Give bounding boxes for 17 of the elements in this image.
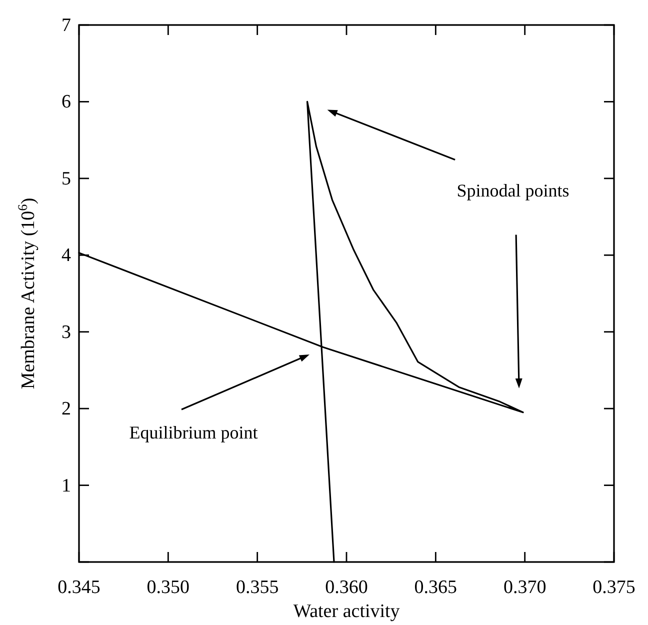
annotation: Equilibrium point xyxy=(129,422,258,442)
y-tick-label: 5 xyxy=(62,168,71,190)
x-tick-label: 0.355 xyxy=(236,577,279,598)
y-tick-label: 6 xyxy=(62,92,71,113)
x-tick-label: 0.370 xyxy=(503,577,546,598)
y-tick-label: 4 xyxy=(62,245,72,266)
y-tick-label: 3 xyxy=(62,322,71,343)
x-axis-title: Water activity xyxy=(293,601,400,622)
x-tick-label: 0.345 xyxy=(58,577,100,598)
y-tick-label: 2 xyxy=(62,398,71,420)
x-tick-label: 0.375 xyxy=(592,577,636,598)
x-tick-label: 0.350 xyxy=(146,577,190,598)
x-tick-label: 0.365 xyxy=(414,577,458,598)
y-tick-label: 7 xyxy=(62,15,71,36)
annotation: Spinodal points xyxy=(456,180,570,201)
x-tick-label: 0.360 xyxy=(325,577,368,598)
y-tick-label: 1 xyxy=(62,475,71,496)
